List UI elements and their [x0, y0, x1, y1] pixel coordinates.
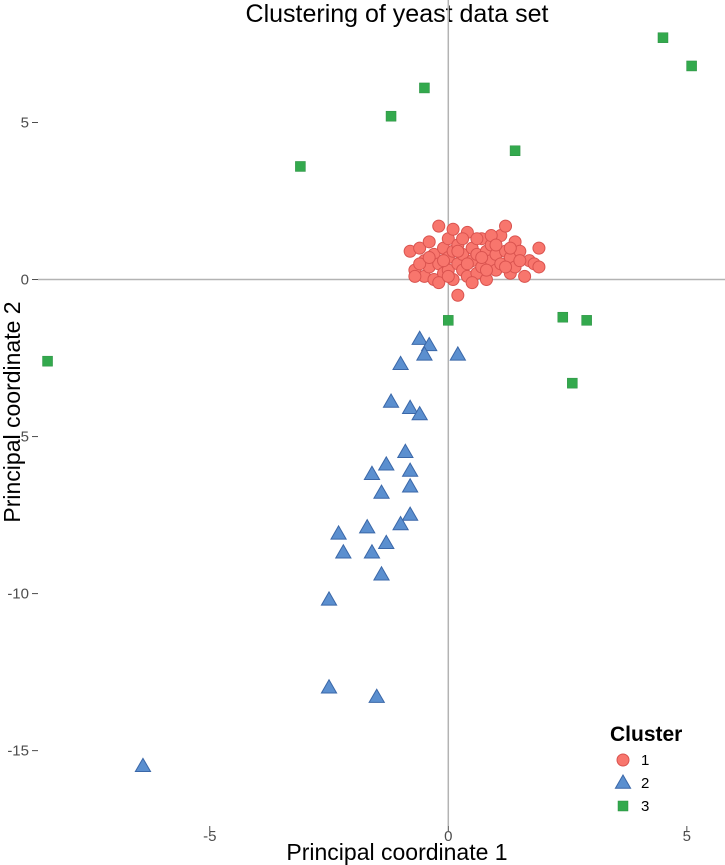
- legend-key-3: [617, 800, 629, 812]
- y-axis-label: Principal coordinate 2: [0, 301, 25, 522]
- legend-label: 3: [641, 798, 649, 815]
- data-point: [532, 241, 546, 255]
- data-point: [413, 257, 427, 271]
- data-point: [686, 60, 697, 72]
- x-axis-label: Principal coordinate 1: [286, 839, 507, 865]
- data-point: [422, 235, 436, 249]
- data-point: [437, 254, 451, 268]
- data-point: [401, 506, 419, 521]
- data-point: [503, 241, 517, 255]
- data-point: [134, 757, 152, 773]
- data-point: [420, 336, 438, 352]
- series-cluster-2: [134, 330, 467, 773]
- data-point: [377, 534, 395, 550]
- data-point: [432, 276, 446, 290]
- data-point: [475, 251, 489, 265]
- data-point: [581, 315, 592, 326]
- data-point: [456, 232, 470, 246]
- data-point: [413, 241, 427, 255]
- data-point: [373, 484, 390, 499]
- data-point: [368, 688, 386, 703]
- plot-area: [38, 0, 725, 826]
- data-point: [470, 232, 484, 246]
- data-point: [657, 32, 669, 43]
- y-tick-label: -5: [16, 429, 29, 446]
- y-tick-label: -15: [7, 743, 29, 760]
- data-point: [358, 518, 376, 534]
- data-point: [509, 145, 521, 157]
- data-point: [446, 222, 460, 236]
- x-axis: -5 0 5: [203, 826, 691, 845]
- data-point: [42, 355, 53, 367]
- data-point: [363, 543, 381, 559]
- legend-label: 1: [641, 752, 649, 769]
- data-point: [295, 161, 306, 172]
- y-tick-label: 5: [21, 114, 29, 131]
- data-point: [513, 254, 527, 268]
- data-point: [363, 465, 381, 480]
- legend-title: Cluster: [610, 723, 682, 746]
- data-point: [411, 405, 429, 421]
- data-point: [401, 477, 419, 493]
- data-point: [415, 345, 433, 361]
- points-layer: [42, 32, 697, 773]
- data-point: [557, 311, 569, 323]
- data-point: [451, 244, 465, 258]
- x-tick-label: 0: [444, 828, 452, 845]
- data-point: [432, 219, 446, 233]
- data-point: [489, 238, 503, 252]
- chart-title: Clustering of yeast data set: [246, 0, 549, 28]
- legend-label: 2: [641, 775, 649, 792]
- data-point: [392, 515, 410, 531]
- data-point: [382, 393, 400, 408]
- data-point: [443, 315, 454, 326]
- x-tick-label: 5: [683, 828, 691, 845]
- data-point: [518, 269, 532, 283]
- data-point: [377, 455, 395, 471]
- data-point: [422, 251, 436, 265]
- data-point: [419, 82, 430, 94]
- data-point: [532, 260, 546, 274]
- data-point: [499, 260, 513, 274]
- data-point: [449, 345, 467, 361]
- data-point: [451, 288, 465, 302]
- data-point: [373, 565, 390, 581]
- data-point: [392, 355, 410, 371]
- data-point: [396, 443, 414, 458]
- data-point: [330, 524, 348, 540]
- data-point: [465, 276, 479, 290]
- series-cluster-1: [403, 219, 546, 302]
- data-point: [320, 590, 338, 606]
- data-point: [411, 330, 429, 345]
- data-point: [320, 678, 338, 694]
- legend: Cluster 1 2 3: [610, 723, 682, 815]
- legend-key-1: [616, 753, 630, 767]
- data-point: [441, 269, 455, 283]
- data-point: [401, 462, 419, 477]
- y-axis: 5 0 -5 -10 -15: [7, 114, 38, 760]
- data-point: [334, 543, 352, 559]
- legend-key-2: [614, 773, 632, 789]
- data-point: [401, 399, 419, 414]
- data-point: [385, 110, 397, 122]
- data-point: [460, 257, 474, 271]
- data-point: [408, 269, 422, 283]
- y-tick-label: 0: [21, 272, 29, 289]
- y-tick-label: -10: [7, 586, 29, 603]
- series-cluster-3: [42, 32, 697, 389]
- data-point: [499, 219, 513, 233]
- x-tick-label: -5: [203, 828, 216, 845]
- data-point: [567, 377, 578, 389]
- data-point: [479, 263, 493, 277]
